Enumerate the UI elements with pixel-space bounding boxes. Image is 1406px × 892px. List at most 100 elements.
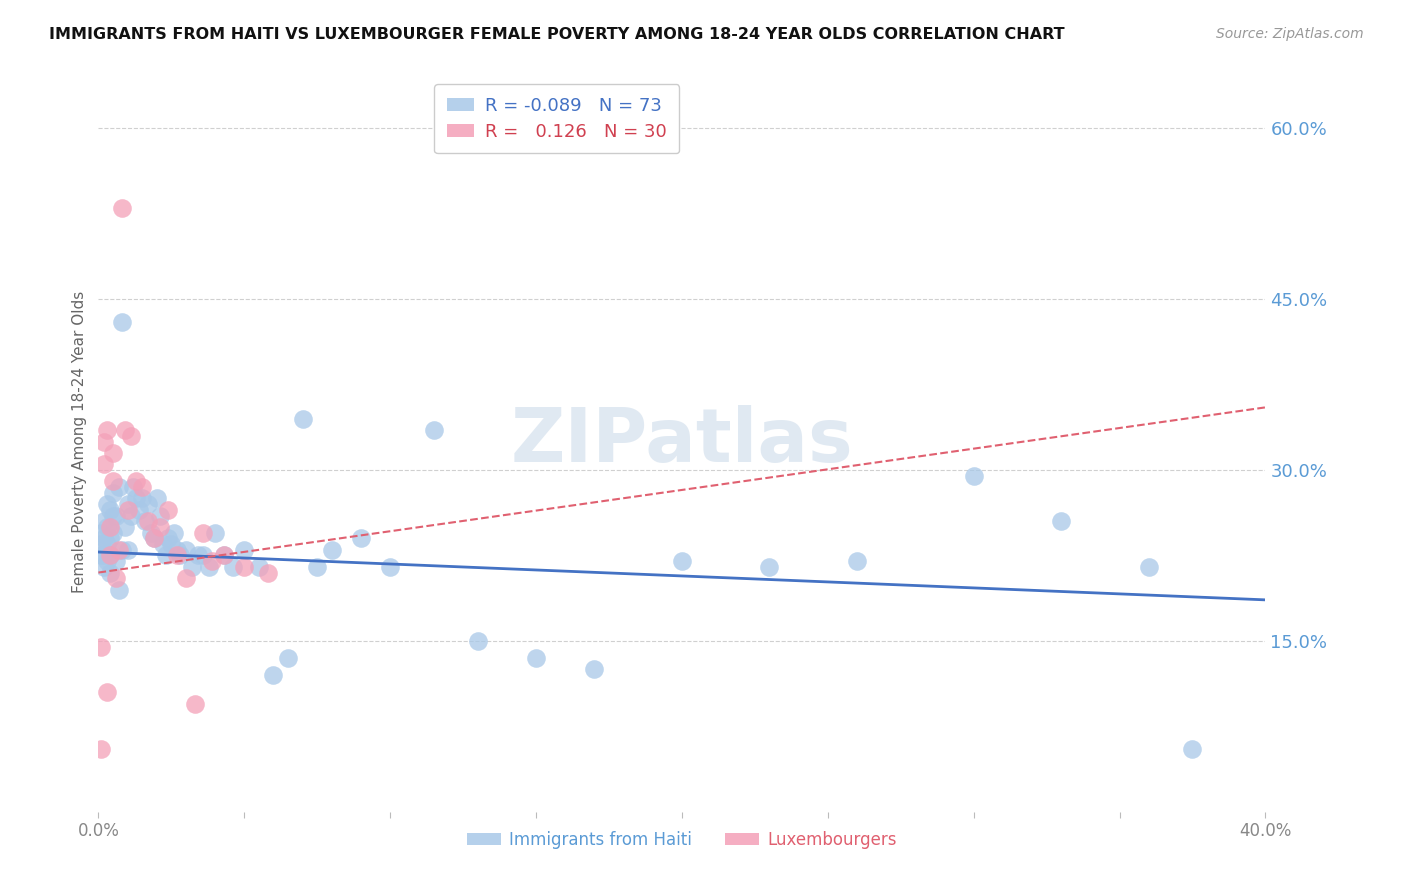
Point [149, 508, 172, 523]
Point [131, 491, 153, 506]
Point [98, 566, 121, 580]
Text: IMMIGRANTS FROM HAITI VS LUXEMBOURGER FEMALE POVERTY AMONG 18-24 YEAR OLDS CORRE: IMMIGRANTS FROM HAITI VS LUXEMBOURGER FE… [49, 27, 1064, 42]
Point [90, 537, 112, 551]
Point [758, 559, 780, 574]
Point [166, 542, 188, 557]
Point [96, 520, 118, 534]
Point [193, 525, 215, 540]
Point [149, 520, 172, 534]
Point [98, 503, 121, 517]
Point [101, 508, 124, 523]
Point [98, 520, 121, 534]
Point [169, 549, 191, 563]
Point [1181, 742, 1204, 756]
Point [122, 480, 145, 494]
Point [233, 559, 256, 574]
Point [183, 697, 205, 711]
Point [233, 542, 256, 557]
Point [108, 480, 131, 494]
Point [671, 554, 693, 568]
Point [146, 491, 169, 506]
Point [174, 542, 197, 557]
Point [139, 525, 162, 540]
Point [125, 475, 148, 489]
Point [98, 549, 121, 563]
Point [90, 640, 112, 654]
Point [1137, 559, 1160, 574]
Point [277, 651, 299, 665]
Point [93, 549, 115, 563]
Point [152, 537, 174, 551]
Point [93, 532, 115, 546]
Point [962, 468, 984, 483]
Point [423, 423, 446, 437]
Point [90, 549, 112, 563]
Point [93, 458, 115, 472]
Point [160, 537, 183, 551]
Point [136, 497, 159, 511]
Point [93, 559, 115, 574]
Point [104, 508, 127, 523]
Point [1050, 514, 1073, 528]
Point [96, 685, 118, 699]
Point [117, 542, 139, 557]
Point [101, 446, 124, 460]
Point [166, 549, 188, 563]
Point [142, 532, 165, 546]
Point [101, 475, 124, 489]
Point [111, 201, 134, 215]
Legend: Immigrants from Haiti, Luxembourgers: Immigrants from Haiti, Luxembourgers [461, 824, 903, 855]
Point [93, 514, 115, 528]
Point [380, 559, 402, 574]
Point [114, 423, 136, 437]
Point [307, 559, 329, 574]
Y-axis label: Female Poverty Among 18-24 Year Olds: Female Poverty Among 18-24 Year Olds [72, 291, 87, 592]
Point [108, 582, 131, 597]
Point [180, 559, 202, 574]
Point [247, 559, 270, 574]
Point [350, 532, 373, 546]
Point [321, 542, 343, 557]
Point [256, 566, 278, 580]
Point [96, 554, 118, 568]
Point [157, 503, 180, 517]
Point [101, 525, 124, 540]
Point [98, 549, 121, 563]
Point [96, 497, 118, 511]
Point [90, 742, 112, 756]
Point [125, 491, 148, 506]
Point [98, 532, 121, 546]
Point [134, 514, 156, 528]
Point [291, 411, 314, 425]
Point [117, 497, 139, 511]
Point [212, 549, 235, 563]
Point [155, 549, 177, 563]
Point [583, 662, 606, 676]
Point [157, 532, 180, 546]
Point [524, 651, 547, 665]
Point [111, 542, 134, 557]
Point [131, 480, 153, 494]
Point [201, 554, 224, 568]
Point [163, 525, 186, 540]
Point [136, 514, 159, 528]
Point [193, 549, 215, 563]
Point [111, 315, 134, 329]
Point [117, 503, 139, 517]
Point [212, 549, 235, 563]
Point [187, 549, 209, 563]
Point [104, 554, 127, 568]
Point [142, 532, 165, 546]
Point [120, 508, 142, 523]
Point [90, 525, 112, 540]
Point [198, 559, 221, 574]
Point [128, 503, 150, 517]
Point [108, 542, 131, 557]
Point [93, 434, 115, 449]
Point [204, 525, 226, 540]
Point [114, 520, 136, 534]
Point [96, 423, 118, 437]
Point [467, 633, 489, 648]
Point [120, 429, 142, 443]
Text: ZIPatlas: ZIPatlas [510, 405, 853, 478]
